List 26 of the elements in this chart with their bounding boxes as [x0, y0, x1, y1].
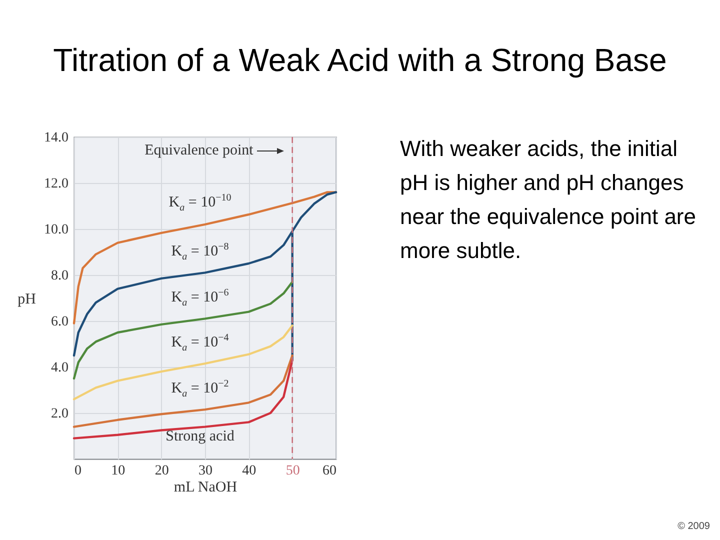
text: © 2009	[678, 521, 710, 532]
y-tick-label: 14.0	[44, 130, 68, 146]
series-label: K$_{a}$ = 10$^{−6}$	[171, 287, 229, 308]
x-tick-label: 10	[111, 464, 126, 478]
series-label: K$_{a}$ = 10$^{−8}$	[171, 241, 229, 262]
ref-line-label: Equivalence point	[144, 142, 254, 160]
series-label: K$_{a}$ = 10$^{−2}$	[171, 378, 229, 400]
y-tick-label: 12.0	[44, 176, 68, 192]
y-axis-title: pH	[18, 292, 36, 308]
x-tick-label: 20	[154, 464, 169, 478]
chart-title: Titration of a Weak Acid with a Strong Base	[52, 42, 668, 79]
y-tick-label: 6.0	[51, 314, 68, 330]
x-tick-label: 30	[198, 464, 212, 478]
y-tick-label: 8.0	[51, 268, 68, 284]
x-tick-label: 40	[242, 464, 256, 478]
x-tick-label: 50	[286, 464, 300, 478]
y-tick-label: 2.0	[51, 406, 68, 422]
text: With weaker acids, the initial pH is higher and pH changes near the equivalence point are more subtle.	[400, 135, 697, 265]
y-tick-label: 10.0	[44, 222, 68, 238]
x-tick-label: 60	[322, 464, 336, 478]
x-tick-label: 0	[74, 464, 82, 478]
y-tick-label: 4.0	[51, 360, 68, 376]
series-label: K$_{a}$ = 10$^{−10}$	[168, 192, 232, 214]
x-axis-title: mL NaOH	[174, 480, 238, 496]
series-label: K$_{a}$ = 10$^{−4}$	[171, 332, 229, 354]
series-label: Strong acid	[166, 428, 234, 446]
